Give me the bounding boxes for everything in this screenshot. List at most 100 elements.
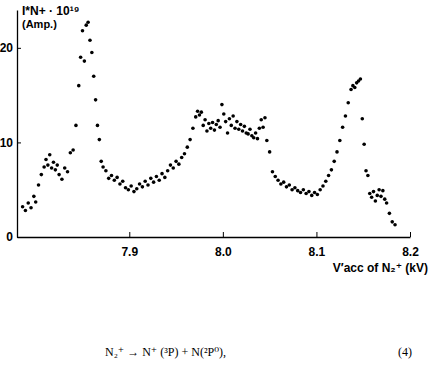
data-point — [393, 223, 397, 227]
data-point — [276, 178, 280, 182]
data-point — [152, 180, 156, 184]
data-point — [132, 190, 136, 194]
data-point — [258, 126, 262, 130]
data-point — [263, 116, 267, 120]
data-point — [141, 185, 145, 189]
data-point — [201, 124, 205, 128]
data-point — [107, 177, 111, 181]
data-point — [235, 120, 239, 124]
data-point — [57, 173, 61, 177]
data-point — [241, 129, 245, 133]
data-point — [138, 182, 142, 186]
data-point — [229, 124, 233, 128]
data-point — [98, 138, 102, 142]
data-point — [368, 192, 372, 196]
data-point — [330, 168, 334, 172]
data-point — [94, 98, 98, 102]
data-point — [66, 170, 70, 174]
data-point — [79, 55, 83, 59]
data-point — [375, 194, 379, 198]
data-point — [21, 205, 25, 209]
data-point — [24, 209, 28, 213]
data-point — [77, 84, 81, 88]
x-axis-title: V′acc of N₂⁺ (kV) — [333, 261, 428, 275]
data-point — [155, 175, 159, 179]
data-point — [374, 199, 378, 203]
data-point — [228, 117, 232, 121]
data-point — [160, 172, 164, 176]
x-tick-mark — [316, 232, 317, 237]
y-tick-mark — [17, 142, 21, 143]
data-point — [205, 129, 209, 133]
data-point — [327, 174, 331, 178]
data-point — [118, 182, 122, 186]
data-point — [188, 138, 192, 142]
data-point — [346, 101, 350, 105]
data-point — [379, 195, 383, 199]
data-point — [220, 103, 224, 107]
data-point — [42, 165, 46, 169]
data-point — [115, 176, 119, 180]
data-point — [194, 115, 198, 119]
x-tick-mark — [410, 232, 411, 237]
data-point — [211, 121, 215, 125]
data-point — [99, 160, 103, 164]
data-point — [265, 139, 269, 143]
data-point — [239, 123, 243, 127]
x-axis-line — [18, 237, 411, 238]
data-point — [360, 117, 364, 121]
data-point — [191, 126, 195, 130]
data-point — [216, 119, 220, 123]
y-axis: 01020 — [0, 11, 21, 245]
data-point — [157, 178, 161, 182]
y-tick-mark — [17, 48, 21, 49]
y-tick-mark — [17, 237, 21, 238]
data-point — [307, 190, 311, 194]
data-point — [29, 206, 33, 210]
equation: N₂⁺ → N⁺ (³P) + N(²P⁰), — [105, 345, 226, 359]
data-point — [226, 131, 230, 135]
data-point — [166, 169, 170, 173]
data-point — [71, 148, 75, 152]
x-tick-label: 8.0 — [215, 245, 232, 259]
data-point — [50, 166, 54, 170]
data-point — [52, 160, 56, 164]
data-point — [370, 195, 374, 199]
data-point — [338, 139, 342, 143]
y-axis-title: I*N+ · 10¹⁹ — [22, 4, 79, 18]
data-point — [233, 126, 237, 130]
data-point — [86, 20, 90, 24]
data-point — [88, 38, 92, 42]
data-point — [364, 169, 368, 173]
data-point — [218, 125, 222, 129]
x-tick: 8.0 — [215, 232, 232, 259]
y-tick-label: 0 — [6, 230, 13, 244]
data-point — [273, 175, 277, 179]
data-point — [83, 59, 87, 63]
data-point — [321, 184, 325, 188]
data-point — [110, 174, 114, 178]
points — [21, 20, 397, 226]
data-point — [104, 169, 108, 173]
x-tick-mark — [223, 232, 224, 237]
data-point — [180, 156, 184, 160]
data-point — [231, 114, 235, 118]
data-point — [349, 88, 353, 92]
x-tick: 8.2 — [402, 232, 419, 259]
data-point — [135, 187, 139, 191]
data-point — [174, 160, 178, 164]
data-point — [310, 194, 314, 198]
data-point — [282, 180, 286, 184]
data-point — [169, 163, 173, 167]
data-point — [252, 136, 256, 140]
data-point — [146, 183, 150, 187]
data-point — [388, 212, 392, 216]
data-point — [246, 132, 250, 136]
data-point — [121, 179, 125, 183]
data-point — [127, 188, 131, 192]
data-point — [259, 118, 263, 122]
y-axis-unit: (Amp.) — [22, 18, 57, 30]
data-point — [183, 152, 187, 156]
data-point — [54, 168, 58, 172]
data-point — [209, 126, 213, 130]
